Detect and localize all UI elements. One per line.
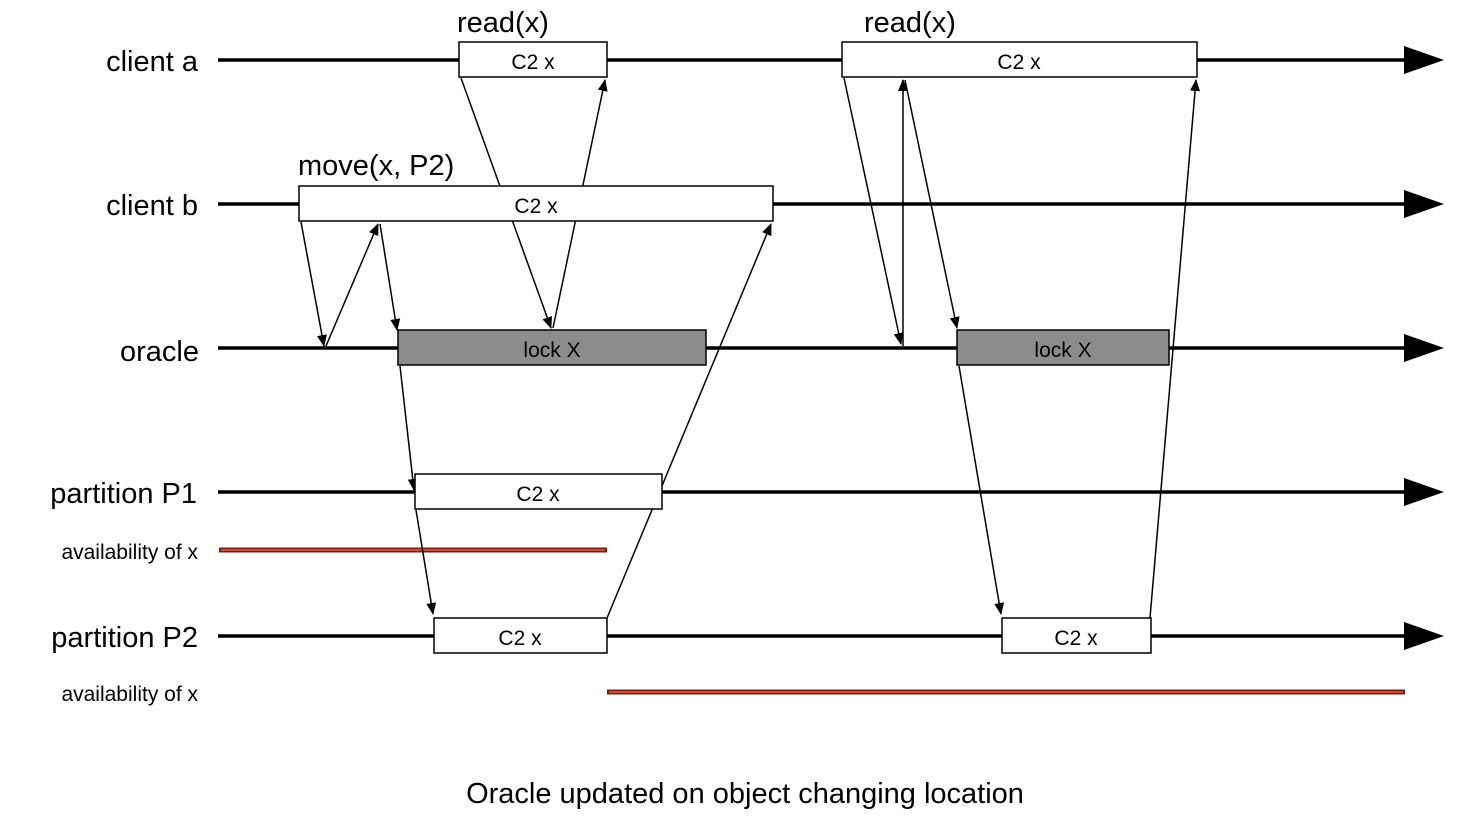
message-arrow bbox=[843, 77, 904, 345]
box-client-b-move: C2 x bbox=[298, 185, 774, 222]
operation-label-read-2: read(x) bbox=[864, 7, 956, 39]
box-label: C2 x bbox=[997, 51, 1041, 74]
box-client-a-read-2: C2 x bbox=[841, 41, 1198, 78]
operation-label-read-1: read(x) bbox=[457, 7, 549, 39]
timeline-client-a bbox=[218, 46, 1444, 74]
box-client-a-read-1: C2 x bbox=[458, 41, 608, 78]
message-arrow bbox=[325, 223, 379, 347]
box-partition-p2-1: C2 x bbox=[433, 617, 608, 654]
timeline-partition-p2 bbox=[218, 622, 1444, 650]
message-arrow bbox=[904, 79, 960, 329]
box-label: C2 x bbox=[511, 51, 555, 74]
message-arrow bbox=[379, 223, 401, 331]
box-oracle-lock-2: lock X bbox=[956, 329, 1170, 366]
box-oracle-lock-1: lock X bbox=[397, 329, 707, 366]
diagram-caption: Oracle updated on object changing locati… bbox=[466, 778, 1024, 810]
availability-label-p1: availability of x bbox=[61, 541, 198, 564]
message-arrow bbox=[1149, 79, 1201, 619]
lane-label-client-b: client b bbox=[106, 190, 198, 222]
message-arrow bbox=[958, 365, 1005, 615]
operation-label-move: move(x, P2) bbox=[298, 150, 454, 182]
box-label: lock X bbox=[1034, 339, 1091, 362]
box-label: C2 x bbox=[1054, 627, 1098, 650]
message-arrow bbox=[606, 223, 772, 619]
lane-label-client-a: client a bbox=[106, 46, 199, 78]
box-label: C2 x bbox=[516, 483, 560, 506]
box-label: C2 x bbox=[514, 195, 558, 218]
lane-label-partition-p1: partition P1 bbox=[50, 478, 197, 510]
message-arrow bbox=[300, 221, 327, 347]
message-arrow bbox=[415, 509, 437, 615]
box-label: lock X bbox=[523, 339, 580, 362]
lane-label-partition-p2: partition P2 bbox=[51, 622, 198, 654]
box-partition-p1: C2 x bbox=[414, 473, 663, 510]
lane-label-oracle: oracle bbox=[120, 336, 199, 368]
box-label: C2 x bbox=[498, 627, 542, 650]
box-partition-p2-2: C2 x bbox=[1001, 617, 1152, 654]
availability-label-p2: availability of x bbox=[61, 683, 198, 706]
timeline-partition-p1 bbox=[218, 478, 1444, 506]
message-arrow bbox=[399, 365, 418, 491]
